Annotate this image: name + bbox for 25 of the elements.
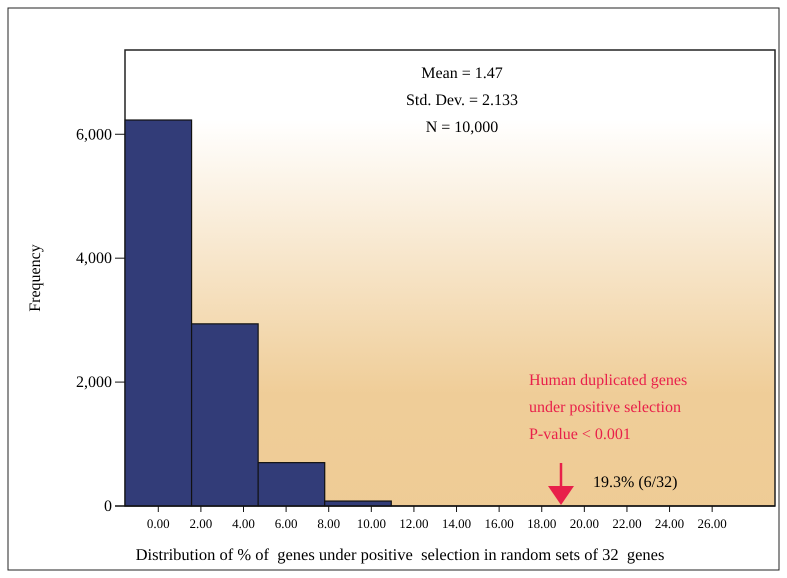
x-tick-label: 22.00 (612, 516, 642, 531)
x-tick-label: 12.00 (399, 516, 429, 531)
annotation: N = 10,000 (426, 119, 498, 136)
y-axis-title: Frequency (27, 244, 44, 312)
annotation: Human duplicated genes under positive selection P-value < 0.001 (529, 372, 688, 443)
x-tick-label: 26.00 (698, 516, 727, 531)
y-tick-label: 0 (104, 498, 112, 515)
x-tick-label: 20.00 (570, 516, 599, 531)
y-tick-label: 6,000 (76, 126, 112, 144)
annotation: 19.3% (6/32) (593, 474, 678, 491)
y-tick-label: 2,000 (76, 374, 112, 392)
x-tick-label: 16.00 (484, 516, 514, 531)
x-tick-label: 0.00 (146, 516, 170, 531)
x-tick-label: 4.00 (232, 516, 255, 531)
x-tick-label: 24.00 (654, 516, 684, 531)
annotation: Std. Dev. = 2.133 (406, 92, 518, 109)
x-tick-label: 18.00 (527, 516, 556, 531)
x-tick-label: 14.00 (442, 516, 472, 531)
x-tick-label: 2.00 (190, 516, 212, 531)
x-tick-label: 6.00 (274, 516, 298, 531)
x-tick-label: 10.00 (356, 516, 386, 531)
x-tick-label: 8.00 (317, 516, 340, 531)
annotation: Mean = 1.47 (421, 65, 503, 82)
x-axis-title: Distribution of % of genes under positive selection in random sets of 32 genes (136, 545, 664, 564)
y-tick-label: 4,000 (76, 250, 112, 268)
